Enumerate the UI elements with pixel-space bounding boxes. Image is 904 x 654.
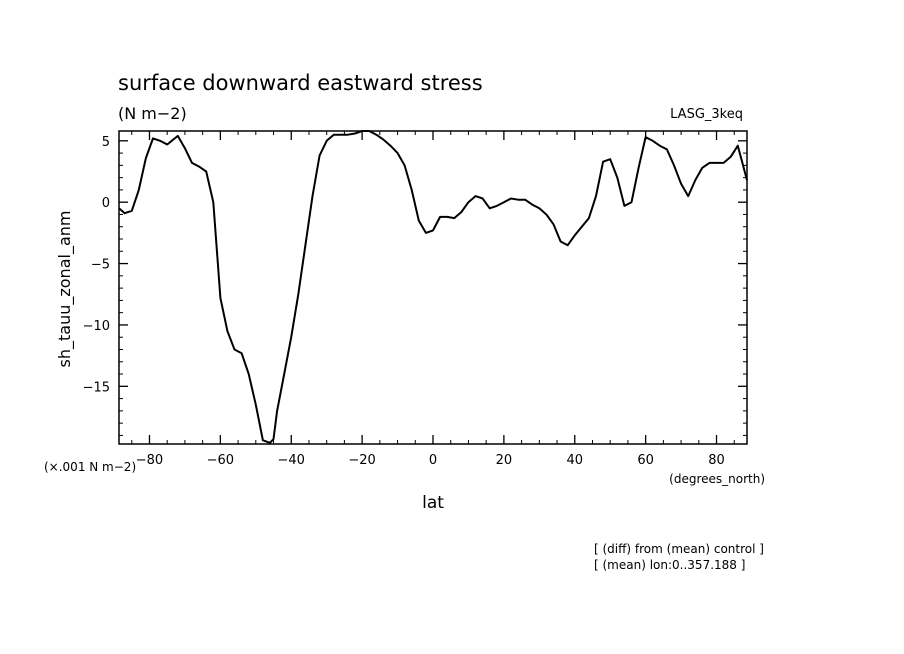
y-tick-label: 0 (102, 196, 110, 211)
chart-title: surface downward eastward stress (118, 71, 483, 95)
x-tick-labels: −80 −60 −40 −20 0 20 40 60 80 (136, 453, 725, 468)
plot-axes (118, 130, 748, 445)
x-axis-units: (degrees_north) (669, 472, 765, 486)
y-tick-label: −10 (83, 319, 110, 334)
x-tick-label: −60 (207, 453, 234, 468)
y-scale-note: (×.001 N m−2) (44, 460, 136, 474)
y-tick-labels: 5 0 −5 −10 −15 (83, 135, 110, 395)
x-axis-label: lat (422, 493, 444, 513)
x-tick-label: 80 (708, 453, 725, 468)
x-tick-label: 0 (429, 453, 437, 468)
y-tick-label: 5 (102, 135, 110, 150)
x-tick-label: 60 (637, 453, 654, 468)
x-tick-label: −40 (278, 453, 305, 468)
footnote-mean: [ (mean) lon:0..357.188 ] (594, 558, 745, 572)
y-axis-label: sh_tauu_zonal_anm (55, 211, 75, 368)
run-label: LASG_3keq (670, 107, 743, 122)
x-tick-label: 40 (566, 453, 583, 468)
data-series-line (118, 130, 748, 444)
y-tick-label: −15 (83, 380, 110, 395)
y-tick-label: −5 (91, 258, 110, 273)
chart-units: (N m−2) (118, 104, 187, 123)
x-tick-label: 20 (496, 453, 513, 468)
plot-frame (118, 130, 748, 445)
footnote-diff: [ (diff) from (mean) control ] (594, 542, 764, 556)
x-tick-label: −20 (348, 453, 375, 468)
x-tick-label: −80 (136, 453, 163, 468)
